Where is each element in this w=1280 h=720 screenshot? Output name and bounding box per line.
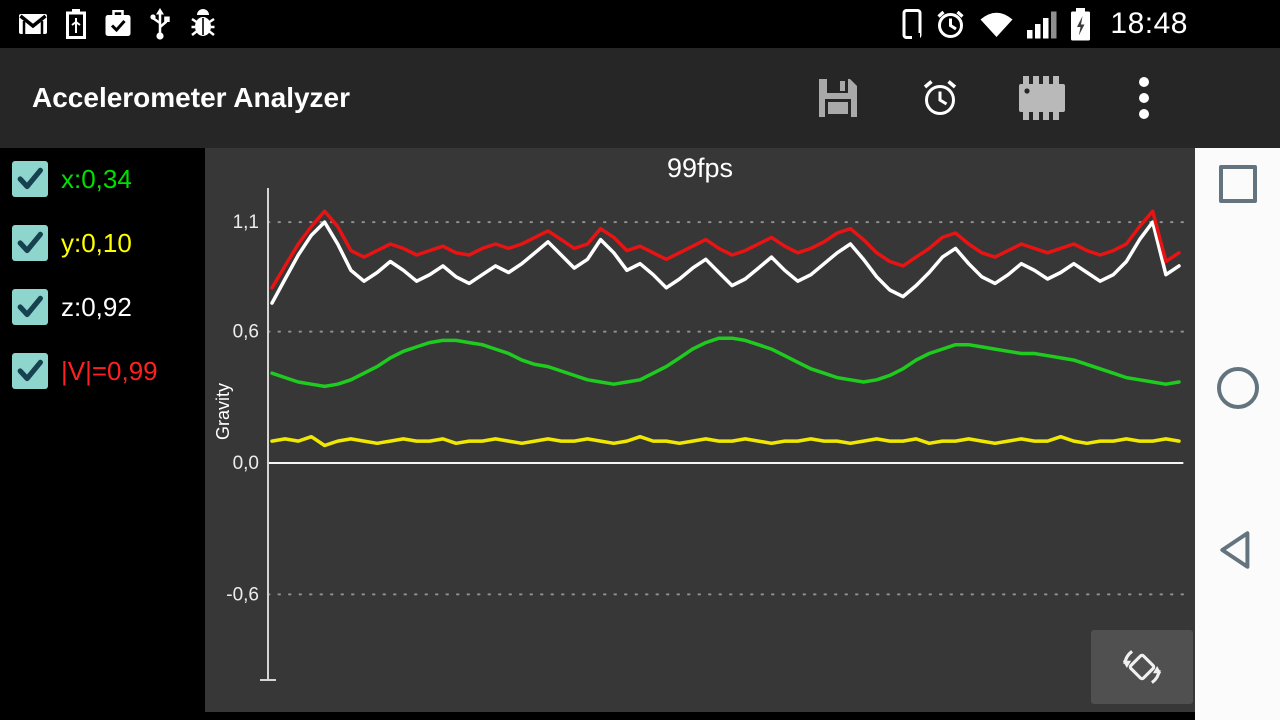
legend-label-z: z:0,92 xyxy=(61,291,132,322)
rotate-screen-button[interactable] xyxy=(1091,630,1193,704)
home-button[interactable] xyxy=(1195,360,1280,416)
checkbox-y[interactable] xyxy=(12,225,48,261)
fps-counter: 99fps xyxy=(666,153,734,183)
sensor-chip-button[interactable] xyxy=(1016,72,1068,124)
phone-icon xyxy=(902,9,922,39)
usb-icon xyxy=(150,8,170,40)
svg-text:-0,6: -0,6 xyxy=(226,584,259,605)
wifi-icon xyxy=(980,12,1013,37)
gmail-icon xyxy=(19,14,47,34)
legend-item-y[interactable]: y:0,10 xyxy=(12,224,132,262)
gravity-chart: 1,1 0,6 0,0 -0,6 xyxy=(226,188,1184,681)
app-title: Accelerometer Analyzer xyxy=(32,82,351,113)
legend-label-y: y:0,10 xyxy=(61,227,132,258)
rotate-screen-icon xyxy=(1122,650,1162,684)
series-legend: x:0,34 y:0,10 z:0,92 |V xyxy=(0,148,205,720)
checkbox-v[interactable] xyxy=(12,353,48,389)
action-buttons xyxy=(812,48,1170,148)
main-content: x:0,34 y:0,10 z:0,92 |V xyxy=(0,148,1195,720)
svg-text:0,6: 0,6 xyxy=(233,322,259,343)
circle-home-icon xyxy=(1216,367,1259,409)
work-check-icon xyxy=(105,10,131,36)
svg-text:0,0: 0,0 xyxy=(233,453,259,474)
legend-item-x[interactable]: x:0,34 xyxy=(12,160,132,198)
checkbox-z[interactable] xyxy=(12,289,48,325)
overflow-menu-button[interactable] xyxy=(1118,72,1170,124)
legend-label-v: |V|=0,99 xyxy=(61,355,158,386)
checkbox-x[interactable] xyxy=(12,161,48,197)
status-bar: 18:48 xyxy=(0,0,1280,48)
triangle-back-icon xyxy=(1219,531,1249,569)
save-icon xyxy=(819,79,857,117)
action-bar: Accelerometer Analyzer xyxy=(0,48,1280,148)
legend-item-z[interactable]: z:0,92 xyxy=(12,288,132,326)
alarm-icon xyxy=(937,10,964,38)
overflow-menu-icon xyxy=(1139,77,1149,119)
back-button[interactable] xyxy=(1195,522,1280,578)
svg-text:1,1: 1,1 xyxy=(233,212,259,233)
clock: 18:48 xyxy=(1110,7,1188,40)
legend-item-v[interactable]: |V|=0,99 xyxy=(12,352,158,390)
timer-button[interactable] xyxy=(914,72,966,124)
signal-icon xyxy=(1027,11,1057,39)
square-recents-icon xyxy=(1218,165,1257,203)
timer-icon xyxy=(923,80,957,115)
chart-panel: 99fps Gravity 1,1 0,6 0,0 -0,6 xyxy=(205,148,1195,712)
battery-charging-icon xyxy=(1071,7,1091,40)
check-icon xyxy=(17,295,43,318)
check-icon xyxy=(17,359,43,382)
save-button[interactable] xyxy=(812,72,864,124)
notification-icons xyxy=(18,0,218,48)
navigation-bar xyxy=(1195,148,1280,720)
bug-icon xyxy=(191,9,215,36)
check-icon xyxy=(17,167,43,190)
battery-usb-icon xyxy=(66,9,86,39)
legend-label-x: x:0,34 xyxy=(61,163,132,194)
sensor-chip-icon xyxy=(1019,76,1065,120)
check-icon xyxy=(17,231,43,254)
recents-button[interactable] xyxy=(1195,156,1280,212)
system-status-icons: 18:48 xyxy=(902,0,1188,48)
